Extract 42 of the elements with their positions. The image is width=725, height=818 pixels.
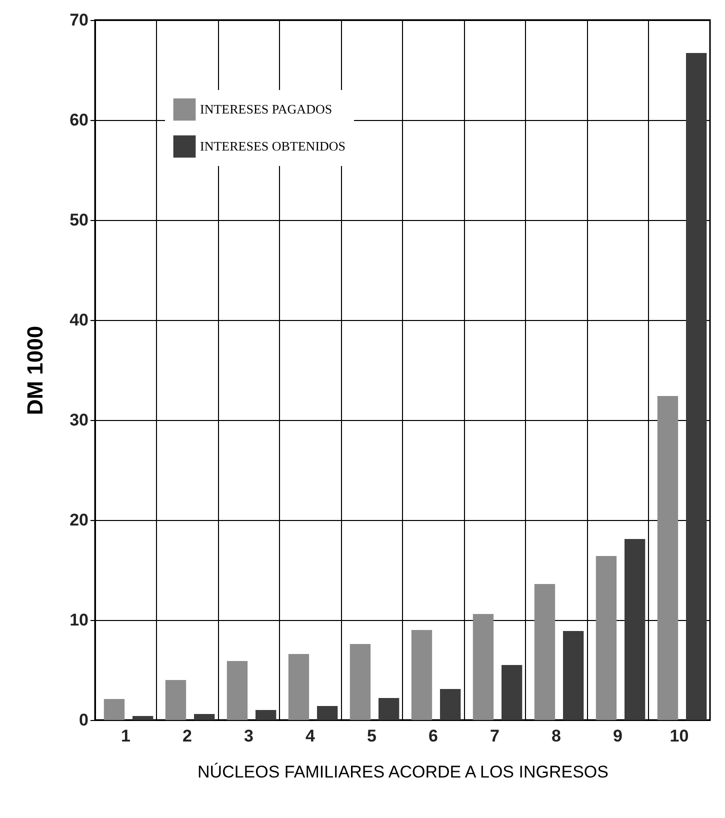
y-tick-label: 60 xyxy=(70,110,88,130)
x-tick-label: 5 xyxy=(367,726,376,746)
bar xyxy=(563,631,584,720)
bar xyxy=(378,698,400,720)
bar xyxy=(104,699,125,720)
y-tick-label: 20 xyxy=(70,510,88,530)
bar xyxy=(472,614,494,720)
x-tick-label: 8 xyxy=(552,726,561,746)
x-tick-label: 1 xyxy=(121,726,130,746)
y-axis-title: DM 1000 xyxy=(22,326,48,416)
x-tick-label: 7 xyxy=(490,726,500,746)
bar xyxy=(256,710,276,720)
x-tick-label: 4 xyxy=(306,726,316,746)
bar xyxy=(317,706,338,720)
legend-label: INTERESES OBTENIDOS xyxy=(200,138,346,154)
y-tick-label: 50 xyxy=(70,210,88,230)
bar xyxy=(350,644,371,720)
y-tick-label: 30 xyxy=(70,410,88,430)
bar xyxy=(411,630,432,720)
legend-label: INTERESES PAGADOS xyxy=(200,102,332,116)
bar xyxy=(288,654,310,720)
bar xyxy=(226,661,248,720)
bar xyxy=(194,714,215,720)
x-tick-label: 3 xyxy=(244,726,254,746)
y-tick-label: 40 xyxy=(70,310,88,330)
bar xyxy=(686,53,707,720)
bar xyxy=(657,396,678,720)
bar xyxy=(440,689,461,720)
bar xyxy=(165,680,186,720)
y-tick-label: 0 xyxy=(79,710,88,730)
x-tick-label: 6 xyxy=(428,726,438,746)
x-tick-label: 9 xyxy=(613,726,622,746)
bar xyxy=(624,539,646,720)
bar xyxy=(502,665,522,720)
x-axis-title: NÚCLEOS FAMILIARES ACORDE A LOS INGRESOS xyxy=(198,762,608,782)
bar xyxy=(534,584,556,720)
y-tick-label: 10 xyxy=(70,610,88,630)
x-tick-label: 2 xyxy=(182,726,192,746)
bar xyxy=(596,556,617,720)
x-tick-label: 10 xyxy=(670,726,689,746)
bar xyxy=(132,716,154,720)
y-tick-label: 70 xyxy=(70,10,88,30)
